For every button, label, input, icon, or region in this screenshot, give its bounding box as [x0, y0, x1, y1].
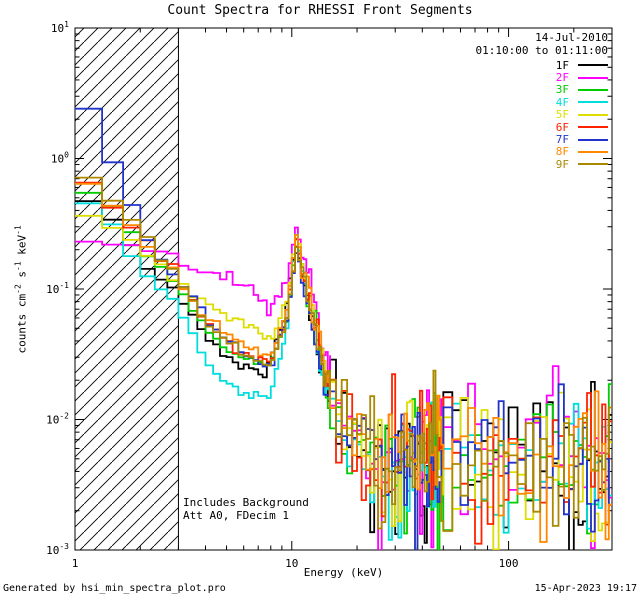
legend-label: 6F	[555, 120, 569, 134]
legend-item-3F: 3F	[555, 83, 608, 97]
render-timestamp: 15-Apr-2023 19:17	[534, 583, 637, 594]
y-tick-label: 10-2	[46, 412, 69, 427]
y-axis-label: counts cm-2 s-1 keV-1	[13, 225, 29, 354]
x-tick-label: 1	[72, 557, 79, 570]
observation-date: 14-Jul-2010	[535, 31, 608, 44]
legend-label: 2F	[555, 71, 569, 85]
legend-label: 9F	[555, 157, 569, 171]
legend-label: 3F	[555, 83, 569, 97]
annotation-background: Includes Background	[183, 496, 309, 509]
legend-line-swatch	[578, 113, 608, 116]
legend-item-4F: 4F	[555, 95, 608, 109]
legend-item-9F: 9F	[555, 157, 608, 171]
legend-label: 5F	[555, 108, 569, 122]
x-axis-label: Energy (keV)	[303, 566, 384, 579]
legend-line-swatch	[578, 126, 608, 129]
legend-item-6F: 6F	[555, 120, 608, 134]
annotation-attenuator: Att A0, FDecim 1	[183, 508, 289, 522]
legend-line-swatch	[578, 150, 608, 153]
legend-line-swatch	[578, 101, 608, 104]
legend-item-8F: 8F	[555, 145, 608, 159]
legend-line-swatch	[578, 76, 608, 79]
plot-annotations: Includes Background Att A0, FDecim 1	[183, 496, 309, 522]
generator-credit: Generated by hsi_min_spectra_plot.pro	[3, 583, 226, 594]
legend-label: 8F	[555, 145, 569, 159]
axis-ticks	[74, 27, 612, 551]
x-tick-label: 10	[285, 557, 298, 570]
tick-labels: 1 10 100 10-3 10-2 10-1 100 101	[46, 20, 518, 570]
series-2F	[75, 226, 612, 550]
y-tick-label: 10-3	[46, 542, 69, 557]
y-tick-label: 100	[51, 151, 69, 166]
legend-item-1F: 1F	[555, 58, 608, 72]
y-tick-label: 10-1	[46, 281, 69, 296]
legend-item-2F: 2F	[555, 71, 608, 85]
y-tick-label: 101	[51, 20, 69, 35]
legend-line-swatch	[578, 163, 608, 166]
series-9F	[75, 176, 612, 532]
chart-title: Count Spectra for RHESSI Front Segments	[167, 3, 473, 18]
legend-label: 1F	[555, 58, 569, 72]
legend-line-swatch	[578, 138, 608, 141]
legend: 1F 2F 3F 4F 5F 6F 7F 8F 9F	[556, 59, 608, 171]
legend-item-7F: 7F	[555, 133, 608, 147]
x-tick-label: 100	[499, 557, 519, 570]
legend-line-swatch	[578, 88, 608, 91]
series-group	[75, 107, 612, 550]
legend-label: 7F	[555, 133, 569, 147]
legend-item-5F: 5F	[555, 108, 608, 122]
observation-time-range: 01:10:00 to 01:11:00	[475, 44, 608, 57]
legend-line-swatch	[578, 64, 608, 67]
legend-label: 4F	[555, 95, 569, 109]
series-8F	[75, 182, 612, 543]
